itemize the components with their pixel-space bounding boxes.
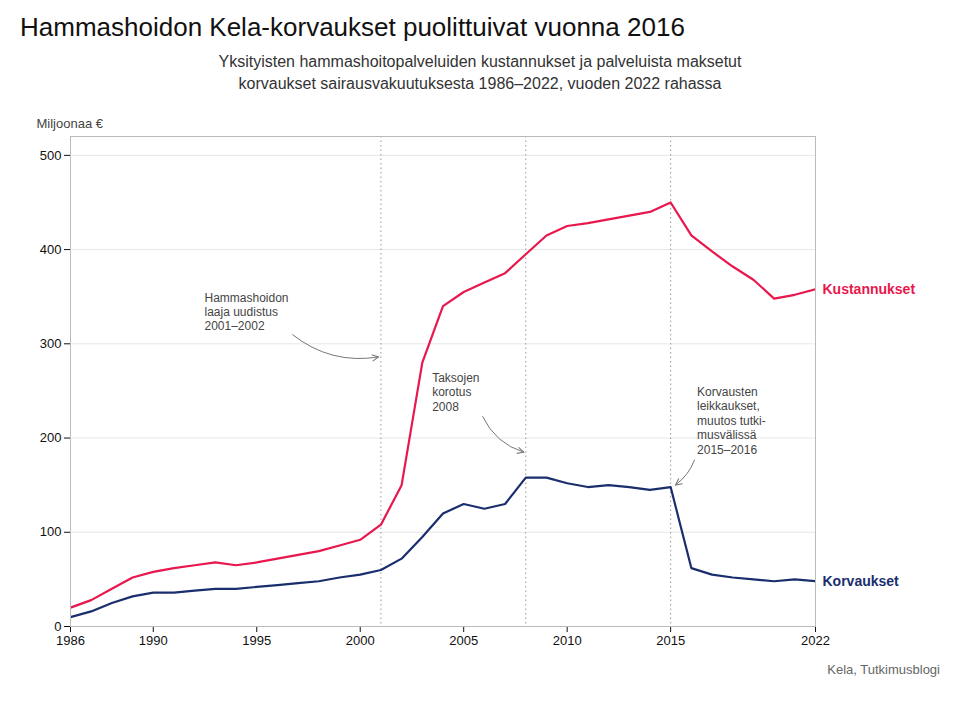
svg-text:1986: 1986 <box>56 633 85 648</box>
svg-text:2010: 2010 <box>553 633 582 648</box>
svg-text:2015: 2015 <box>656 633 685 648</box>
svg-text:Korvaustenleikkaukset,muutos t: Korvaustenleikkaukset,muutos tutki-musvä… <box>697 385 766 457</box>
svg-text:1995: 1995 <box>242 633 271 648</box>
html-text:Hammashoidon Kela-korvaukset p: Hammashoidon Kela-korvaukset puolittuiva… <box>20 12 685 42</box>
svg-text:2000: 2000 <box>346 633 375 648</box>
svg-text:1990: 1990 <box>139 633 168 648</box>
svg-text:300: 300 <box>40 336 62 351</box>
svg-text:100: 100 <box>40 525 62 540</box>
svg-text:Hammashoidonlaaja uudistus2001: Hammashoidonlaaja uudistus2001–2002 <box>205 291 289 334</box>
svg-text:2005: 2005 <box>449 633 478 648</box>
svg-text:500: 500 <box>40 148 62 163</box>
svg-text:0: 0 <box>54 619 61 634</box>
svg-text:Korvaukset: Korvaukset <box>823 573 900 589</box>
svg-text:Miljoonaa €: Miljoonaa € <box>37 116 104 131</box>
svg-text:Kustannukset: Kustannukset <box>823 281 916 297</box>
html-text:Yksityisten hammashoitopalvelu: Yksityisten hammashoitopalveluiden kusta… <box>218 53 742 92</box>
html-text:Kela, Tutkimusblogi: Kela, Tutkimusblogi <box>827 662 940 678</box>
svg-text:Taksojenkorotus2008: Taksojenkorotus2008 <box>432 371 479 414</box>
svg-text:200: 200 <box>40 431 62 446</box>
svg-text:400: 400 <box>40 242 62 257</box>
svg-text:2022: 2022 <box>801 633 830 648</box>
